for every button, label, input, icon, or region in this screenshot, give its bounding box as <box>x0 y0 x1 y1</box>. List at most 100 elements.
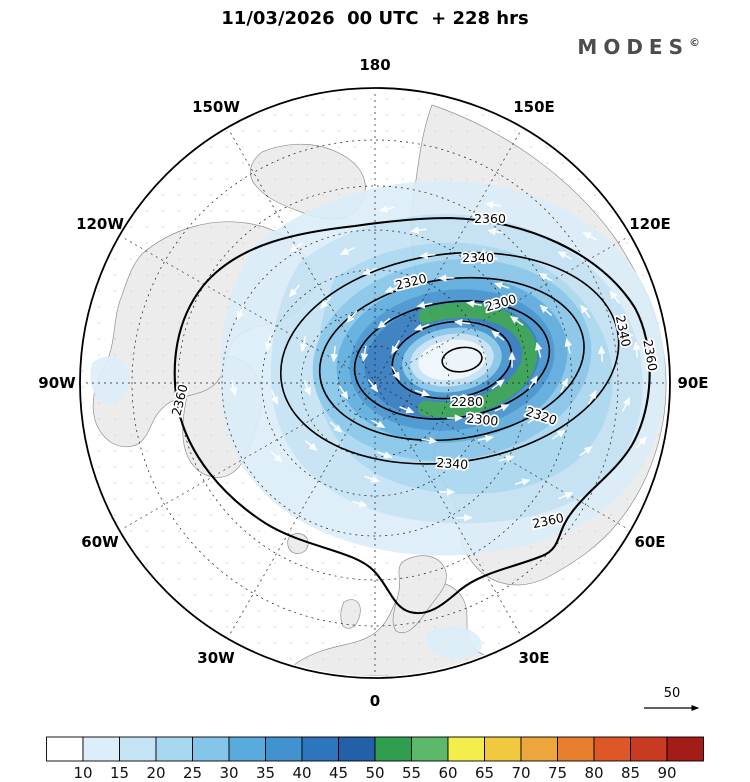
wind-vector-arrow-icon <box>300 336 308 353</box>
wind-vector-arrow-icon <box>580 304 591 318</box>
colorbar-cell <box>593 736 631 762</box>
wind-vector-arrow-icon <box>632 341 641 358</box>
wind-vector-arrow-icon <box>414 323 430 331</box>
wind-vector-arrow-icon <box>564 338 572 354</box>
lon-label-120e: 120E <box>629 215 671 233</box>
colorbar-tick-label: 85 <box>621 764 640 782</box>
wind-vector-arrow-icon <box>303 380 311 396</box>
contour-2360 <box>173 216 651 615</box>
map-boundary <box>79 87 671 679</box>
wind-vector-arrow-icon <box>236 304 245 320</box>
contour-label: 2360 <box>640 338 660 372</box>
colorbar-tick-label: 20 <box>146 764 165 782</box>
wind-vector-arrow-icon <box>399 406 415 414</box>
wind-vector-arrow-icon <box>598 345 606 362</box>
wind-vector-arrow-icon <box>558 492 574 500</box>
colorbar-tick-label: 15 <box>110 764 129 782</box>
map-content <box>82 90 668 676</box>
wind-vector-arrow-icon <box>288 284 300 298</box>
wind-vector-arrow-icon <box>264 334 273 351</box>
wind-vector-arrow-icon <box>270 451 283 463</box>
colorbar-tick-label: 25 <box>183 764 202 782</box>
wind-vector-arrow-icon <box>453 318 471 327</box>
lon-label-90e: 90E <box>677 374 708 392</box>
colorbar-cell <box>119 736 157 762</box>
wind-vector-arrow-icon <box>635 436 647 449</box>
colorbar-cell <box>557 736 595 762</box>
colorbar-cell <box>192 736 230 762</box>
colorbar-cell <box>155 736 193 762</box>
colorbar-cell <box>46 736 84 762</box>
wind-vector-arrow-icon <box>421 436 438 445</box>
lon-label-90w: 90W <box>38 374 76 392</box>
wind-vector-arrow-icon <box>609 290 620 304</box>
wind-shade-jet-core-green <box>417 302 538 418</box>
wind-vector-arrow-icon <box>289 242 303 253</box>
wind-vector-arrow-icon <box>494 404 510 412</box>
colorbar-cell <box>374 736 412 762</box>
wind-shade-patch-west <box>90 356 130 404</box>
colorbar-cell <box>484 736 522 762</box>
meridian-line <box>227 127 523 639</box>
colorbar-tick-label: 45 <box>329 764 348 782</box>
wind-vector-arrow-icon <box>560 377 568 393</box>
wind-vector-arrow-icon <box>271 389 279 405</box>
wind-vector-arrow-icon <box>509 315 524 326</box>
latitude-circle <box>300 308 450 458</box>
wind-vector-arrow-icon <box>456 514 473 522</box>
wind-vector-arrow-icon <box>368 379 379 393</box>
wind-vector-arrow-icon <box>579 446 593 457</box>
colorbar-cell <box>82 736 120 762</box>
wind-vector-arrow-icon <box>466 300 483 308</box>
wind-vector-arrow-icon <box>539 304 552 316</box>
colorbar-tick-label: 10 <box>73 764 92 782</box>
colorbar-tick-label: 50 <box>365 764 384 782</box>
wind-vector-arrow-icon <box>535 341 543 358</box>
colorbar-cell <box>520 736 558 762</box>
wind-vector-arrow-icon <box>527 414 542 424</box>
lon-label-120w: 120W <box>76 215 124 233</box>
colorbar: 10 15 20 25 30 35 40 45 50 55 60 65 70 75 80 85 90 <box>46 736 704 782</box>
reference-vector-label: 50 <box>664 686 681 701</box>
modes-logo-text: MODES <box>577 35 689 59</box>
wind-vector-arrow-icon <box>340 247 355 255</box>
wind-vector-arrow-icon <box>352 500 368 508</box>
longitude-labels: 180 150E 120E 90E 60E 30E 0 30W 60W 90W … <box>38 56 708 710</box>
contour-label: 2320 <box>394 270 429 292</box>
contour-2340 <box>279 251 620 465</box>
lon-label-150e: 150E <box>513 98 555 116</box>
colorbar-tick-label: 30 <box>219 764 238 782</box>
wind-vector-arrow-icon <box>364 475 380 483</box>
lon-label-60w: 60W <box>81 533 119 551</box>
wind-vector-arrow-icon <box>360 345 369 362</box>
wind-vector-arrow-icon <box>362 267 377 276</box>
wind-vector-arrow-icon <box>514 478 531 486</box>
latitude-circle <box>221 229 529 537</box>
wind-vector-arrow-icon <box>484 201 502 209</box>
wind-vector-arrow-icon <box>481 253 498 262</box>
wind-vector-arrow-icon <box>346 310 358 323</box>
wind-vector-arrow-icon <box>304 440 318 451</box>
wind-vector-arrow-icon <box>419 251 436 260</box>
graticule <box>82 90 668 676</box>
wind-vector-arrow-icon <box>410 226 427 234</box>
wind-vector-arrow-icon <box>498 455 515 463</box>
colorbar-cell <box>265 736 303 762</box>
colorbar-cell <box>630 736 668 762</box>
colorbar-cell <box>447 736 485 762</box>
wind-vector-arrow-icon <box>557 251 572 260</box>
wind-vector-arrow-icon <box>384 285 400 293</box>
colorbar-cell <box>228 736 266 762</box>
wind-vector-arrow-icon <box>320 296 332 309</box>
contour-center <box>441 346 483 373</box>
latitude-circle <box>131 139 619 627</box>
wind-vector-arrow-icon <box>416 301 433 309</box>
wind-vector-arrow-icon <box>538 273 553 282</box>
wind-vector-arrow-icon <box>491 379 505 390</box>
wind-vector-arrow-icon <box>588 390 597 405</box>
wind-vector-arrow-icon <box>491 330 505 341</box>
contour-label: 2280 <box>451 394 483 409</box>
wind-vector-arrow-icon <box>487 228 504 236</box>
colorbar-tick-label: 55 <box>402 764 421 782</box>
wind-vector-arrow-icon <box>622 396 631 412</box>
